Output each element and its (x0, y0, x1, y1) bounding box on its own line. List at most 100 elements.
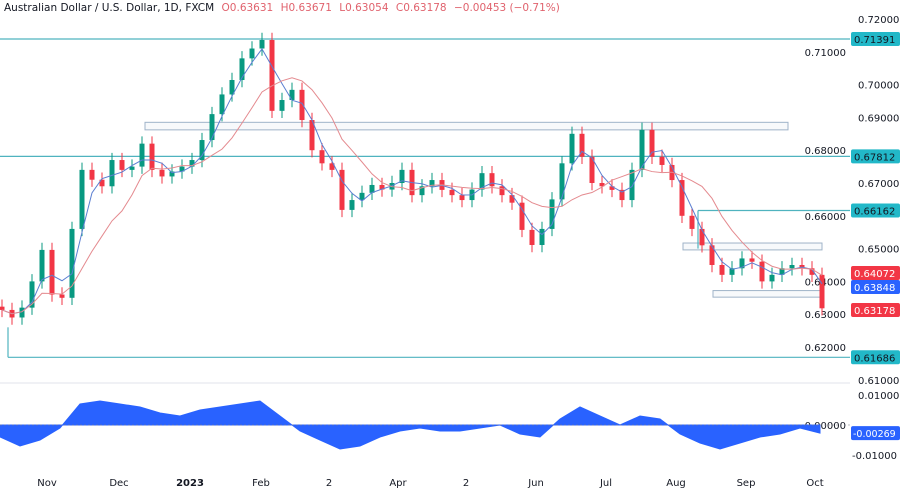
time-axis-label: Dec (109, 478, 128, 489)
candle (729, 261, 735, 283)
candle (289, 82, 295, 108)
candle-body (49, 249, 55, 295)
candle-body (189, 160, 195, 167)
time-axis-label: Nov (37, 478, 57, 489)
candle (299, 82, 305, 128)
symbol-title[interactable]: Australian Dollar / U.S. Dollar, 1D, FXC… (4, 2, 215, 14)
candle-body (0, 306, 5, 310)
price-tick-label: 0.61000 (858, 376, 899, 387)
candle (589, 149, 595, 191)
candle-body (39, 249, 45, 282)
candle-body (759, 261, 765, 282)
price-tag (851, 266, 900, 280)
candle (499, 179, 505, 203)
candle-body (259, 39, 265, 49)
candle (29, 274, 35, 315)
candle-body (269, 39, 275, 111)
candle (709, 238, 715, 273)
candle-body (179, 166, 185, 172)
support-resistance-zone (682, 242, 823, 251)
candle-body (129, 166, 135, 170)
candle (659, 149, 665, 173)
candle (599, 175, 605, 194)
price-tick-label: 0.70000 (858, 81, 899, 92)
candle-body (479, 173, 485, 190)
candle-body (59, 294, 65, 298)
candle-body (379, 184, 385, 190)
osc-tick-label: -0.01000 (852, 451, 897, 462)
candle-body (709, 245, 715, 265)
candle (399, 162, 405, 191)
candle (139, 136, 145, 174)
legend-header: Australian Dollar / U.S. Dollar, 1D, FXC… (4, 2, 560, 14)
candle (159, 162, 165, 184)
candle-body (629, 169, 635, 201)
candle (379, 177, 385, 197)
price-tick-label: 0.62000 (805, 343, 846, 354)
candle-body (739, 258, 745, 269)
candle-body (769, 274, 775, 282)
candle (799, 257, 805, 276)
candle-body (359, 192, 365, 201)
time-axis-label: 2023 (176, 478, 204, 489)
level-price-tag (851, 350, 900, 365)
candle-body (429, 180, 435, 187)
candle-body (149, 143, 155, 170)
candle-body (809, 268, 815, 275)
candle (569, 126, 575, 171)
candle (689, 208, 695, 237)
candle-body (79, 169, 85, 229)
candle-body (119, 160, 125, 170)
level-price-tag (851, 149, 900, 164)
candle (549, 192, 555, 237)
candle (419, 179, 425, 203)
support-resistance-zone (144, 121, 789, 131)
candle (39, 242, 45, 289)
level-price-tag (851, 203, 900, 218)
candle-body (449, 189, 455, 196)
candle (59, 287, 65, 306)
candle-body (659, 156, 665, 165)
candle (99, 172, 105, 194)
candle-body (209, 114, 215, 141)
candle (739, 251, 745, 276)
candle-body (349, 200, 355, 210)
candle-body (519, 202, 525, 230)
candle-body (749, 258, 755, 262)
candle (619, 182, 625, 208)
osc-tick-label: 0.00000 (805, 421, 846, 432)
candle-body (229, 80, 235, 95)
candle (349, 192, 355, 218)
candle-body (489, 173, 495, 187)
time-axis-label: Jul (599, 478, 612, 489)
candle-body (729, 268, 735, 275)
candle (339, 162, 345, 218)
candle-body (559, 163, 565, 200)
candle (769, 267, 775, 289)
candle (69, 221, 75, 306)
candle-body (159, 169, 165, 177)
oscillator-value-label: -0.00269 (853, 429, 896, 440)
candle-body (29, 281, 35, 308)
candle (279, 92, 285, 119)
candle (229, 72, 235, 102)
candle (329, 156, 335, 178)
price-tag (851, 303, 900, 317)
osc-tick-label: 0.01000 (858, 391, 899, 402)
candle-body (689, 215, 695, 229)
candle (49, 242, 55, 302)
candle (19, 300, 25, 325)
support-resistance-zone (712, 290, 823, 298)
candle (129, 159, 135, 178)
fast-moving-average (1, 48, 823, 315)
price-tick-label: 0.71000 (805, 48, 846, 59)
candle (489, 165, 495, 194)
price-tick-label: 0.66000 (805, 212, 846, 223)
candle (819, 267, 825, 316)
time-axis-label: Jun (527, 478, 544, 489)
candle-body (289, 89, 295, 101)
candle-body (419, 186, 425, 196)
time-axis-label: Apr (389, 478, 407, 489)
candle-body (819, 274, 825, 309)
